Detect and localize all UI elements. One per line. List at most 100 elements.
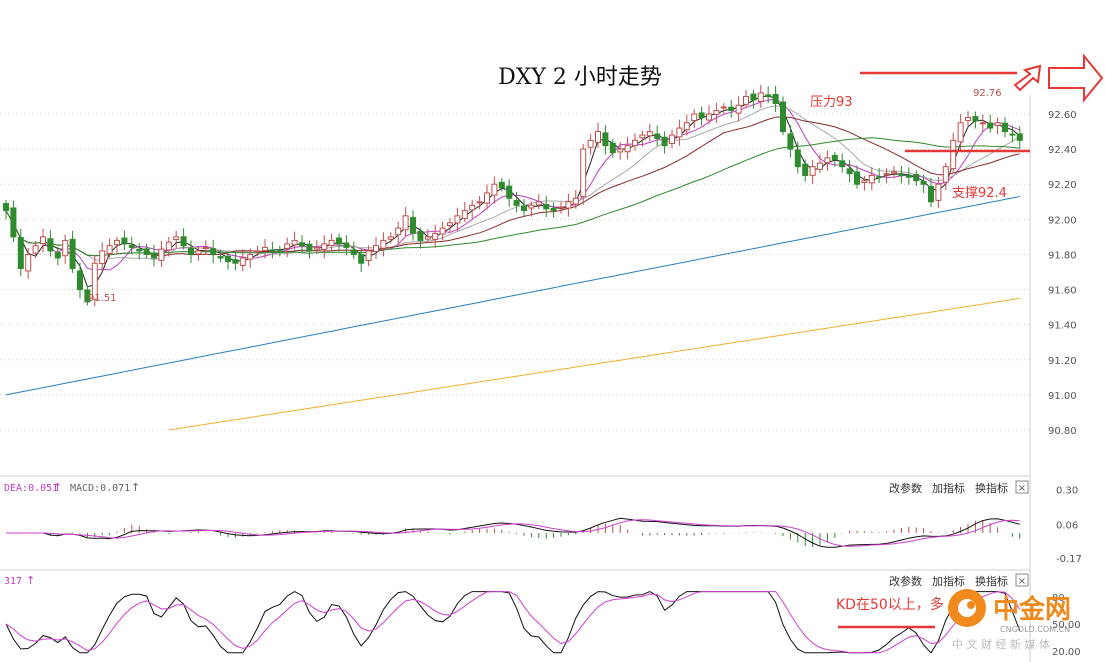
close-icon: × bbox=[1018, 576, 1026, 587]
macd-value: MACD:0.071 bbox=[70, 483, 130, 494]
y-tick-label: 91.00 bbox=[1048, 391, 1077, 402]
macd-indicator bbox=[6, 517, 1021, 548]
candle-body bbox=[461, 210, 468, 219]
candle-body bbox=[350, 249, 357, 255]
y-tick-label: 91.80 bbox=[1048, 250, 1077, 261]
arrow-up-right-icon bbox=[1013, 64, 1042, 92]
candle-body bbox=[646, 131, 653, 137]
candle-body bbox=[69, 238, 76, 269]
add-indicator-button[interactable]: 加指标 bbox=[932, 574, 965, 588]
resistance-label: 压力93 bbox=[810, 95, 853, 110]
candle-body bbox=[831, 154, 838, 161]
high-price-label: 92.76 bbox=[973, 88, 1002, 99]
candle-body bbox=[728, 106, 735, 111]
candle-body bbox=[180, 236, 187, 247]
candle-body bbox=[987, 122, 994, 129]
switch-indicator-button[interactable]: 换指标 bbox=[975, 574, 1008, 588]
candle-body bbox=[447, 222, 453, 226]
candle-body bbox=[484, 192, 490, 204]
candle-body bbox=[898, 174, 905, 177]
dea-line bbox=[6, 519, 1020, 547]
close-icon: × bbox=[1018, 483, 1026, 494]
candle-body bbox=[913, 174, 920, 182]
candle-body bbox=[691, 113, 698, 122]
y-tick-label: 20.00 bbox=[1052, 647, 1081, 658]
candle-body bbox=[876, 176, 883, 179]
y-tick-label: 91.20 bbox=[1048, 356, 1077, 367]
y-tick-label: 91.40 bbox=[1048, 321, 1077, 332]
macd-y-ticks: 0.30 0.06 -0.17 bbox=[1056, 485, 1082, 565]
y-tick-label: 90.80 bbox=[1048, 426, 1077, 437]
candle-body bbox=[254, 250, 261, 253]
candle-body bbox=[698, 112, 705, 119]
candle-body bbox=[321, 243, 328, 250]
candle-body bbox=[210, 248, 217, 255]
candle-body bbox=[469, 204, 476, 211]
params-button[interactable]: 改参数 bbox=[889, 574, 922, 588]
switch-indicator-button[interactable]: 换指标 bbox=[975, 481, 1008, 495]
candle-body bbox=[654, 133, 661, 140]
candle-body bbox=[824, 157, 831, 164]
candle-body bbox=[883, 173, 890, 176]
candle-body bbox=[313, 246, 320, 250]
candle-body bbox=[498, 181, 505, 189]
candle-body bbox=[839, 160, 846, 168]
candle-body bbox=[624, 145, 631, 153]
candle-body bbox=[942, 166, 949, 183]
candle-body bbox=[617, 148, 624, 153]
candle-body bbox=[173, 236, 180, 241]
arrow-up-icon: ↑ bbox=[131, 481, 140, 494]
kd-value: 317 bbox=[4, 576, 22, 587]
close-panel-button[interactable] bbox=[1015, 573, 1029, 587]
candle-body bbox=[920, 181, 927, 185]
candle-body bbox=[136, 248, 143, 252]
arrow-right-icon bbox=[1048, 53, 1104, 103]
add-indicator-button[interactable]: 加指标 bbox=[932, 481, 965, 495]
watermark-name: 中金网 bbox=[993, 594, 1071, 625]
candle-body bbox=[794, 149, 801, 168]
candle-body bbox=[905, 174, 912, 178]
candle-body bbox=[861, 180, 868, 183]
candle-body bbox=[10, 207, 17, 238]
candle-body bbox=[661, 136, 668, 147]
candle-body bbox=[106, 245, 113, 254]
ma-black-line bbox=[5, 95, 1021, 288]
candle-body bbox=[306, 243, 313, 252]
candle-body bbox=[683, 122, 690, 131]
candle-body bbox=[373, 245, 379, 252]
candle-body bbox=[972, 116, 979, 122]
arrow-up-icon: ↑ bbox=[26, 574, 35, 587]
params-button[interactable]: 改参数 bbox=[889, 481, 922, 495]
candle-body bbox=[809, 166, 816, 176]
candle-body bbox=[846, 168, 853, 175]
y-tick-label: 0.06 bbox=[1056, 520, 1078, 531]
d-line bbox=[5, 591, 1021, 654]
y-tick-label: 92.20 bbox=[1048, 180, 1077, 191]
watermark: 中金网 CNGOLD.COM.CN 中 文 财 经 新 媒 体 bbox=[948, 589, 1071, 651]
low-price-label: 91.51 bbox=[88, 293, 117, 304]
y-tick-label: -0.17 bbox=[1056, 554, 1082, 565]
candle-body bbox=[587, 139, 594, 148]
candle-body bbox=[395, 227, 402, 236]
candle-body bbox=[17, 237, 24, 269]
candle-body bbox=[787, 133, 794, 150]
candle-body bbox=[380, 239, 387, 249]
candle-body bbox=[565, 201, 572, 209]
candle-body bbox=[217, 256, 224, 259]
y-tick-label: 92.40 bbox=[1048, 145, 1077, 156]
candle-body bbox=[1002, 122, 1008, 133]
support-label: 支撑92.4 bbox=[952, 186, 1007, 201]
candle-body bbox=[572, 197, 579, 205]
candle-body bbox=[868, 174, 875, 184]
candle-body bbox=[854, 171, 860, 185]
candle-body bbox=[343, 242, 350, 248]
candle-body bbox=[780, 101, 786, 133]
candle-body bbox=[291, 239, 298, 246]
close-panel-button[interactable] bbox=[1015, 480, 1029, 494]
candle-body bbox=[632, 139, 638, 147]
arrow-up-icon: ↑ bbox=[53, 481, 62, 494]
candle-body bbox=[47, 238, 54, 252]
candle-body bbox=[195, 250, 202, 255]
candle-body bbox=[735, 104, 742, 114]
watermark-tagline: 中 文 财 经 新 媒 体 bbox=[952, 637, 1050, 651]
